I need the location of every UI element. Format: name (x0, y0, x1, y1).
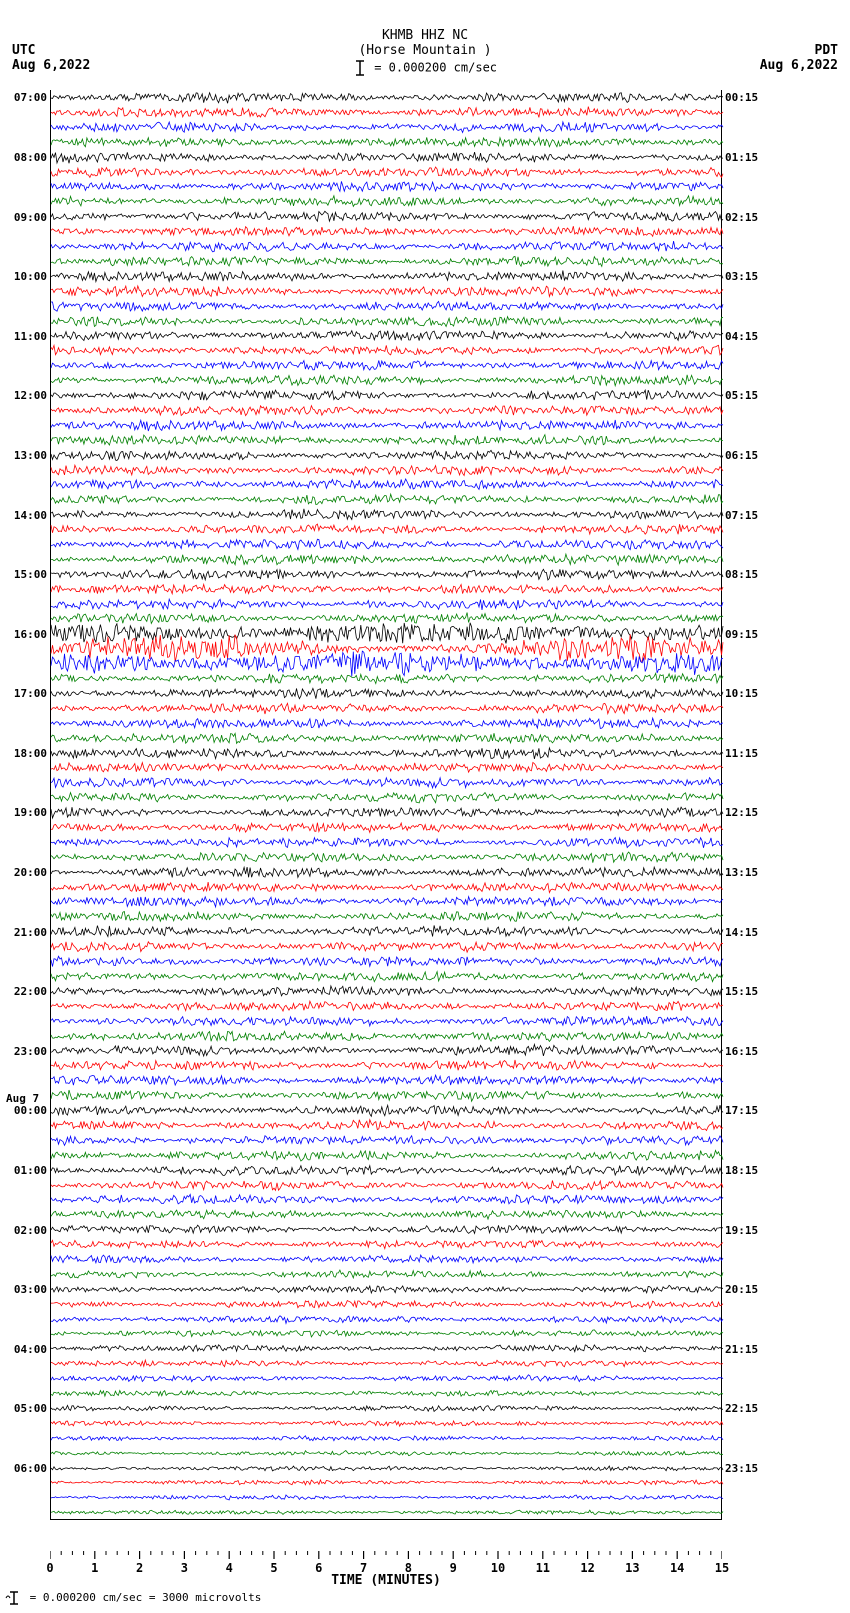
helicorder-chart: 07:0008:0009:0010:0011:0012:0013:0014:00… (50, 90, 722, 1520)
utc-time-label: 08:00 (9, 151, 47, 164)
utc-time-label: 21:00 (9, 926, 47, 939)
utc-time-label: 07:00 (9, 91, 47, 104)
pdt-time-label: 22:15 (725, 1402, 761, 1415)
pdt-time-label: 03:15 (725, 270, 761, 283)
pdt-time-label: 02:15 (725, 211, 761, 224)
station-title: KHMB HHZ NC (0, 28, 850, 43)
pdt-time-label: 14:15 (725, 926, 761, 939)
utc-time-label: 11:00 (9, 330, 47, 343)
utc-time-label: 04:00 (9, 1343, 47, 1356)
footer-scale: = 0.000200 cm/sec = 3000 microvolts (5, 1591, 261, 1605)
right-date: Aug 6,2022 (760, 58, 838, 73)
pdt-time-label: 19:15 (725, 1224, 761, 1237)
pdt-time-label: 16:15 (725, 1045, 761, 1058)
utc-time-label: 15:00 (9, 568, 47, 581)
pdt-time-label: 08:15 (725, 568, 761, 581)
utc-time-label: 09:00 (9, 211, 47, 224)
utc-time-label: 20:00 (9, 866, 47, 879)
scale-indicator: = 0.000200 cm/sec (0, 60, 850, 76)
utc-time-label: 10:00 (9, 270, 47, 283)
pdt-time-label: 23:15 (725, 1462, 761, 1475)
utc-time-label: 03:00 (9, 1283, 47, 1296)
utc-time-label: 16:00 (9, 628, 47, 641)
utc-time-label: 01:00 (9, 1164, 47, 1177)
pdt-time-label: 18:15 (725, 1164, 761, 1177)
pdt-time-label: 13:15 (725, 866, 761, 879)
pdt-time-label: 06:15 (725, 449, 761, 462)
pdt-time-label: 09:15 (725, 628, 761, 641)
utc-time-label: 06:00 (9, 1462, 47, 1475)
pdt-time-label: 11:15 (725, 747, 761, 760)
pdt-time-label: 07:15 (725, 509, 761, 522)
utc-time-label: 23:00 (9, 1045, 47, 1058)
right-timezone: PDT (815, 43, 838, 58)
utc-time-label: 13:00 (9, 449, 47, 462)
utc-time-label: 12:00 (9, 389, 47, 402)
left-timezone: UTC (12, 43, 35, 58)
utc-time-label: 18:00 (9, 747, 47, 760)
utc-time-label: 00:00 (9, 1104, 47, 1117)
pdt-time-label: 12:15 (725, 806, 761, 819)
pdt-time-label: 21:15 (725, 1343, 761, 1356)
pdt-time-label: 17:15 (725, 1104, 761, 1117)
pdt-time-label: 05:15 (725, 389, 761, 402)
left-date: Aug 6,2022 (12, 58, 90, 73)
pdt-time-label: 00:15 (725, 91, 761, 104)
seismic-trace (51, 1490, 723, 1535)
utc-time-label: 14:00 (9, 509, 47, 522)
utc-time-label: 02:00 (9, 1224, 47, 1237)
utc-time-label: 05:00 (9, 1402, 47, 1415)
utc-time-label: 17:00 (9, 687, 47, 700)
pdt-time-label: 04:15 (725, 330, 761, 343)
pdt-time-label: 10:15 (725, 687, 761, 700)
pdt-time-label: 20:15 (725, 1283, 761, 1296)
utc-date-label: Aug 7 (6, 1092, 39, 1105)
pdt-time-label: 15:15 (725, 985, 761, 998)
pdt-time-label: 01:15 (725, 151, 761, 164)
utc-time-label: 19:00 (9, 806, 47, 819)
utc-time-label: 22:00 (9, 985, 47, 998)
x-axis-label: TIME (MINUTES) (50, 1573, 722, 1588)
location-title: (Horse Mountain ) (0, 43, 850, 58)
